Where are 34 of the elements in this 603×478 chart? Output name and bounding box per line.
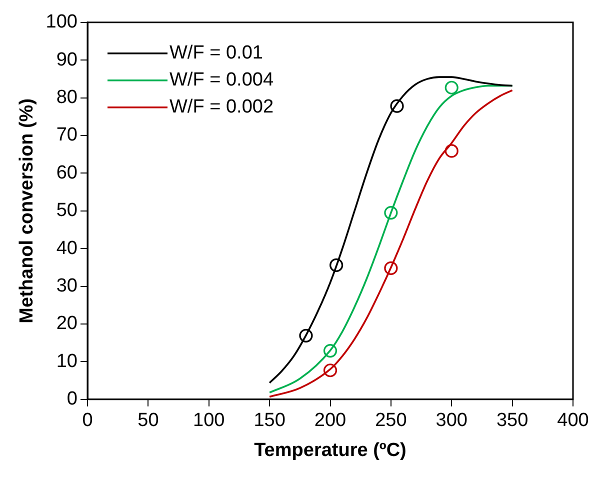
point — [384, 261, 398, 276]
point — [390, 99, 404, 113]
point — [384, 206, 398, 220]
point — [299, 328, 313, 342]
point — [444, 80, 458, 94]
y-tick-label: 70 — [56, 124, 78, 146]
y-tick-label: 80 — [56, 87, 78, 108]
point — [444, 144, 458, 158]
x-tick-label: 250 — [375, 410, 407, 432]
point — [330, 258, 344, 272]
x-tick-label: 0 — [82, 410, 93, 432]
legend-label: W/F = 0.004 — [170, 70, 274, 91]
x-tick-label: 200 — [314, 410, 346, 432]
x-tick-label: 400 — [557, 410, 589, 432]
y-tick-label: 50 — [56, 200, 78, 222]
x-tick-label: 150 — [254, 410, 286, 432]
x-axis-title: Temperature (ºC) — [254, 440, 406, 461]
x-tick-label: 350 — [496, 410, 528, 432]
y-tick-label: 40 — [56, 238, 78, 259]
y-tick-label: 0 — [66, 388, 78, 410]
x-tick-label: 100 — [193, 410, 225, 432]
y-tick-label: 100 — [46, 12, 78, 33]
x-tick-label: 300 — [436, 410, 468, 432]
x-tick-label: 50 — [138, 410, 159, 432]
point — [323, 344, 338, 358]
y-tick-label: 60 — [56, 162, 78, 184]
y-axis-title: Methanol conversion (%) — [16, 98, 38, 324]
y-tick-label: 20 — [56, 313, 78, 334]
y-tick-label: 30 — [56, 276, 78, 297]
legend-label: W/F = 0.002 — [170, 96, 274, 118]
y-tick-label: 10 — [56, 350, 78, 372]
y-tick-label: 90 — [56, 49, 78, 70]
legend-label: W/F = 0.01 — [170, 42, 263, 64]
point — [323, 364, 338, 378]
